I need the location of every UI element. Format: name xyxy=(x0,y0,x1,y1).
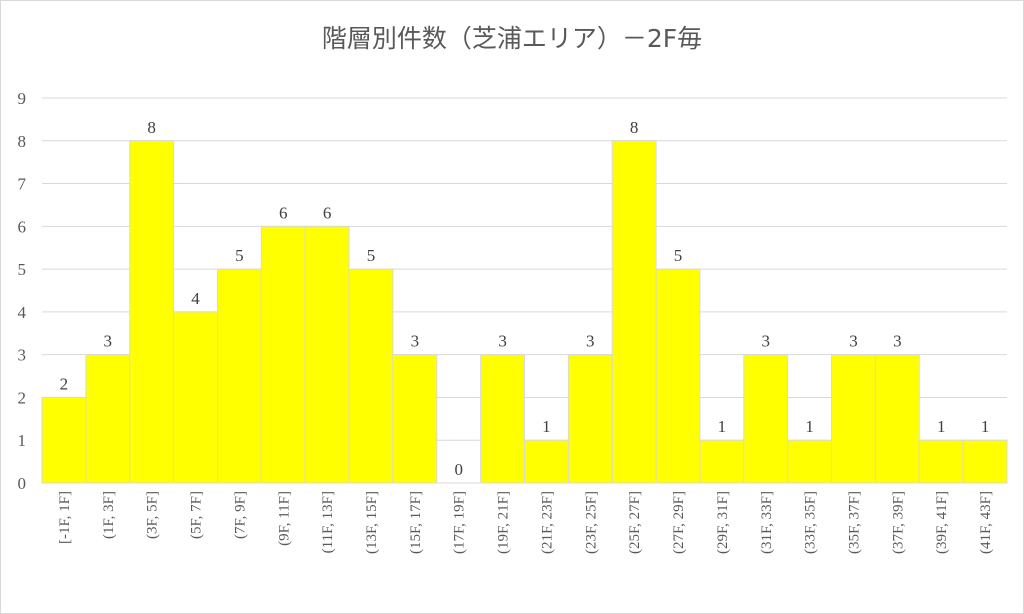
data-label: 3 xyxy=(762,332,771,351)
x-axis: [-1F, 1F] (1F, 3F] (3F, 5F] (5F, 7F] (7F, 9F… xyxy=(42,482,1007,554)
data-label: 3 xyxy=(586,332,595,351)
bar-4 xyxy=(216,268,262,484)
bar-19 xyxy=(874,354,920,484)
x-tick-label: (11F, 13F] xyxy=(320,491,336,553)
bar-3 xyxy=(173,311,218,484)
y-tick-label: 8 xyxy=(18,132,27,151)
x-tick-label: (25F, 27F] xyxy=(627,491,643,554)
data-label: 3 xyxy=(411,332,420,351)
y-tick-label: 6 xyxy=(18,217,27,236)
data-label: 8 xyxy=(147,118,156,137)
bar-7 xyxy=(348,268,394,484)
bar-15 xyxy=(699,439,745,484)
bars xyxy=(41,140,1008,484)
x-tick-label: (17F, 19F] xyxy=(452,491,468,554)
x-tick-label: (13F, 15F] xyxy=(364,491,380,554)
bar-13 xyxy=(611,140,657,484)
bar-8 xyxy=(392,354,438,484)
y-axis: 0 1 2 3 4 5 6 7 8 9 xyxy=(18,89,27,493)
data-labels: 2 3 8 4 5 6 6 5 3 0 3 1 3 8 5 1 3 1 3 3 1 1 xyxy=(60,118,990,479)
data-label: 3 xyxy=(104,332,113,351)
x-tick-label: (41F, 43F] xyxy=(978,491,994,554)
x-tick-label: (7F, 9F] xyxy=(232,491,248,539)
x-tick-label: [-1F, 1F] xyxy=(57,491,73,544)
y-tick-label: 7 xyxy=(18,175,27,194)
bar-14 xyxy=(655,268,701,484)
bar-17 xyxy=(787,439,833,484)
chart-title: 階層別件数（芝浦エリア）－2F毎 xyxy=(321,24,703,53)
data-label: 8 xyxy=(630,118,639,137)
x-tick-label: (5F, 7F] xyxy=(189,491,205,539)
bar-18 xyxy=(831,354,876,484)
x-tick-label: (29F, 31F] xyxy=(715,491,731,554)
bar-11 xyxy=(524,439,569,484)
y-tick-label: 2 xyxy=(18,388,27,407)
x-tick-label: (1F, 3F] xyxy=(101,491,117,539)
y-tick-label: 9 xyxy=(18,89,27,108)
bar-16 xyxy=(743,354,789,484)
bar-1 xyxy=(85,354,131,484)
data-label: 5 xyxy=(367,246,376,265)
x-tick-label: (33F, 35F] xyxy=(803,491,819,554)
bar-10 xyxy=(480,354,525,484)
bar-20 xyxy=(918,439,964,484)
data-label: 0 xyxy=(454,460,463,479)
data-label: 3 xyxy=(849,332,858,351)
x-tick-label: (31F, 33F] xyxy=(759,491,775,554)
data-label: 1 xyxy=(937,417,946,436)
bar-6 xyxy=(304,225,350,484)
data-label: 3 xyxy=(893,332,902,351)
x-tick-label: (27F, 29F] xyxy=(671,491,687,554)
data-label: 4 xyxy=(191,289,200,308)
data-label: 1 xyxy=(718,417,727,436)
x-tick-label: (21F, 23F] xyxy=(539,491,555,554)
data-label: 1 xyxy=(805,417,814,436)
data-label: 5 xyxy=(235,246,244,265)
data-label: 6 xyxy=(323,203,332,222)
x-tick-label: (35F, 37F] xyxy=(846,491,862,554)
data-label: 5 xyxy=(674,246,683,265)
x-tick-label: (37F, 39F] xyxy=(890,491,906,554)
y-tick-label: 4 xyxy=(18,303,27,322)
y-tick-label: 1 xyxy=(18,431,27,450)
data-label: 2 xyxy=(60,374,69,393)
x-tick-label: (9F, 11F] xyxy=(276,491,292,546)
bar-21 xyxy=(962,439,1008,484)
bar-5 xyxy=(260,225,306,484)
y-tick-label: 5 xyxy=(18,260,27,279)
y-tick-label: 0 xyxy=(18,474,27,493)
x-tick-label: (19F, 21F] xyxy=(496,491,512,554)
bar-12 xyxy=(567,354,613,484)
x-tick-label: (3F, 5F] xyxy=(145,491,161,539)
data-label: 6 xyxy=(279,203,288,222)
x-tick-label: (39F, 41F] xyxy=(934,491,950,554)
x-tick-label: (15F, 17F] xyxy=(408,491,424,554)
y-tick-label: 3 xyxy=(18,346,27,365)
bar-2 xyxy=(129,140,175,484)
data-label: 1 xyxy=(542,417,551,436)
data-label: 1 xyxy=(981,417,990,436)
data-label: 3 xyxy=(498,332,507,351)
bar-0 xyxy=(41,396,87,484)
x-tick-label: (23F, 25F] xyxy=(583,491,599,554)
